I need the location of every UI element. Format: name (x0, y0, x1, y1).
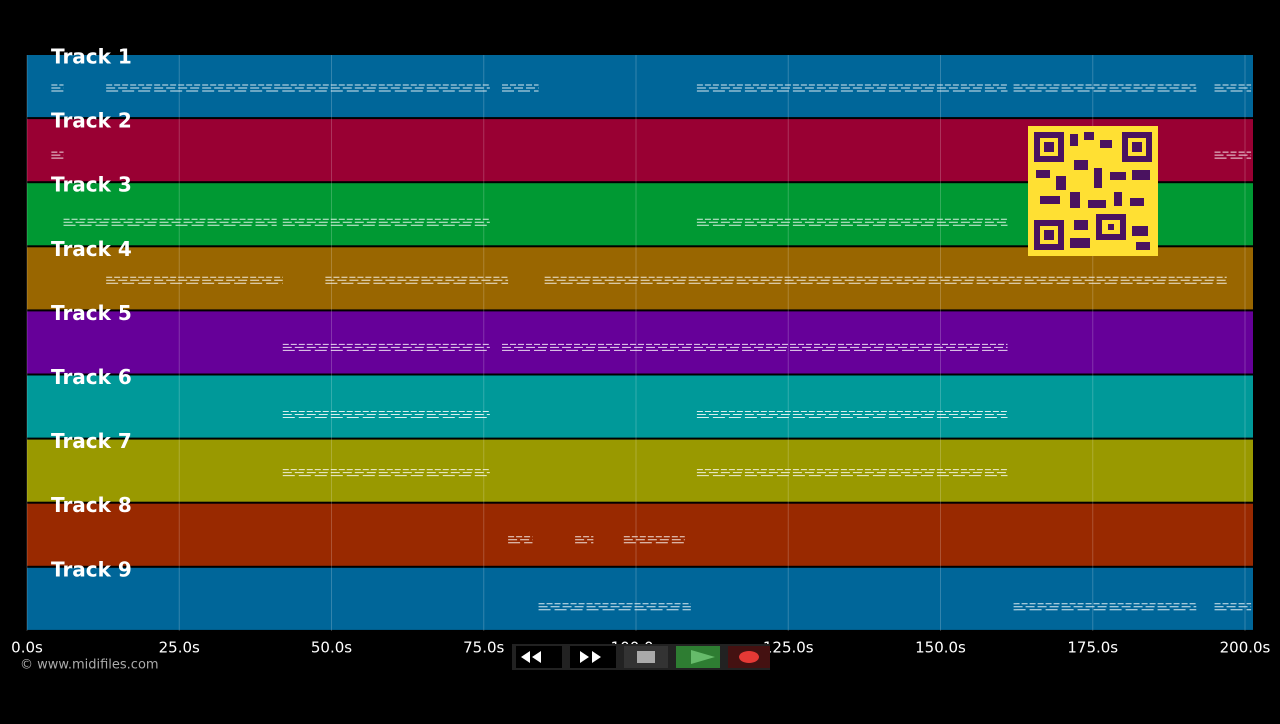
note-group (696, 218, 1008, 226)
note-group (696, 411, 1008, 418)
note-group (508, 536, 533, 544)
note-group (544, 276, 1227, 284)
note-group (1214, 603, 1252, 611)
note-group (1214, 151, 1252, 159)
track-lane (27, 311, 1253, 374)
note-group (63, 218, 277, 226)
time-tick-label: 125.0s (763, 639, 814, 657)
rewind-button[interactable] (516, 646, 562, 668)
note-group (1013, 84, 1197, 92)
track-name: Track 1 (51, 45, 132, 69)
grid (26, 55, 1246, 631)
note-group (282, 469, 490, 477)
note-group (282, 343, 490, 351)
note-group (502, 84, 539, 92)
fast-forward-button[interactable] (570, 646, 616, 668)
track-lane (27, 503, 1253, 566)
note-group (282, 411, 490, 418)
note-group (696, 84, 1008, 92)
time-tick-label: 50.0s (311, 639, 352, 657)
note-group (51, 84, 64, 92)
track-name: Track 6 (51, 365, 132, 389)
track-name: Track 2 (51, 109, 132, 133)
track-name: Track 5 (51, 301, 132, 325)
track-lane (27, 439, 1253, 502)
transport-controls (512, 644, 770, 670)
note-group (282, 84, 490, 92)
time-tick-label: 150.0s (915, 639, 966, 657)
track-lane (27, 375, 1253, 438)
time-tick-label: 75.0s (463, 639, 504, 657)
track-name: Track 8 (51, 493, 132, 517)
note-group (538, 603, 691, 611)
credit: © www.midifiles.com (20, 658, 159, 673)
note-group (51, 151, 64, 159)
record-button[interactable] (728, 646, 770, 668)
note-group (696, 469, 1008, 477)
time-tick-label: 200.0s (1220, 639, 1271, 657)
qr-code (1028, 126, 1158, 256)
note-group (106, 276, 283, 284)
note-group (575, 536, 594, 544)
track-name: Track 7 (51, 429, 132, 453)
track-lane (27, 247, 1253, 310)
note-group (1214, 84, 1252, 92)
track-name: Track 4 (51, 237, 132, 261)
note-group (1013, 603, 1197, 611)
note-group (325, 276, 509, 284)
time-tick-label: 25.0s (159, 639, 200, 657)
note-group (282, 218, 490, 226)
note-group (502, 343, 1008, 351)
track-lane (27, 567, 1253, 630)
stop-button[interactable] (624, 646, 668, 668)
track-name: Track 3 (51, 173, 132, 197)
note-group (623, 536, 685, 544)
track-name: Track 9 (51, 557, 132, 581)
play-button[interactable] (676, 646, 720, 668)
note-group (106, 84, 283, 92)
labels: Track 1 Track 2 Track 3 Track 4 Track 5 Track… (11, 45, 1270, 657)
track-lane (27, 55, 1253, 118)
time-tick-label: 0.0s (11, 639, 43, 657)
time-tick-label: 175.0s (1067, 639, 1118, 657)
